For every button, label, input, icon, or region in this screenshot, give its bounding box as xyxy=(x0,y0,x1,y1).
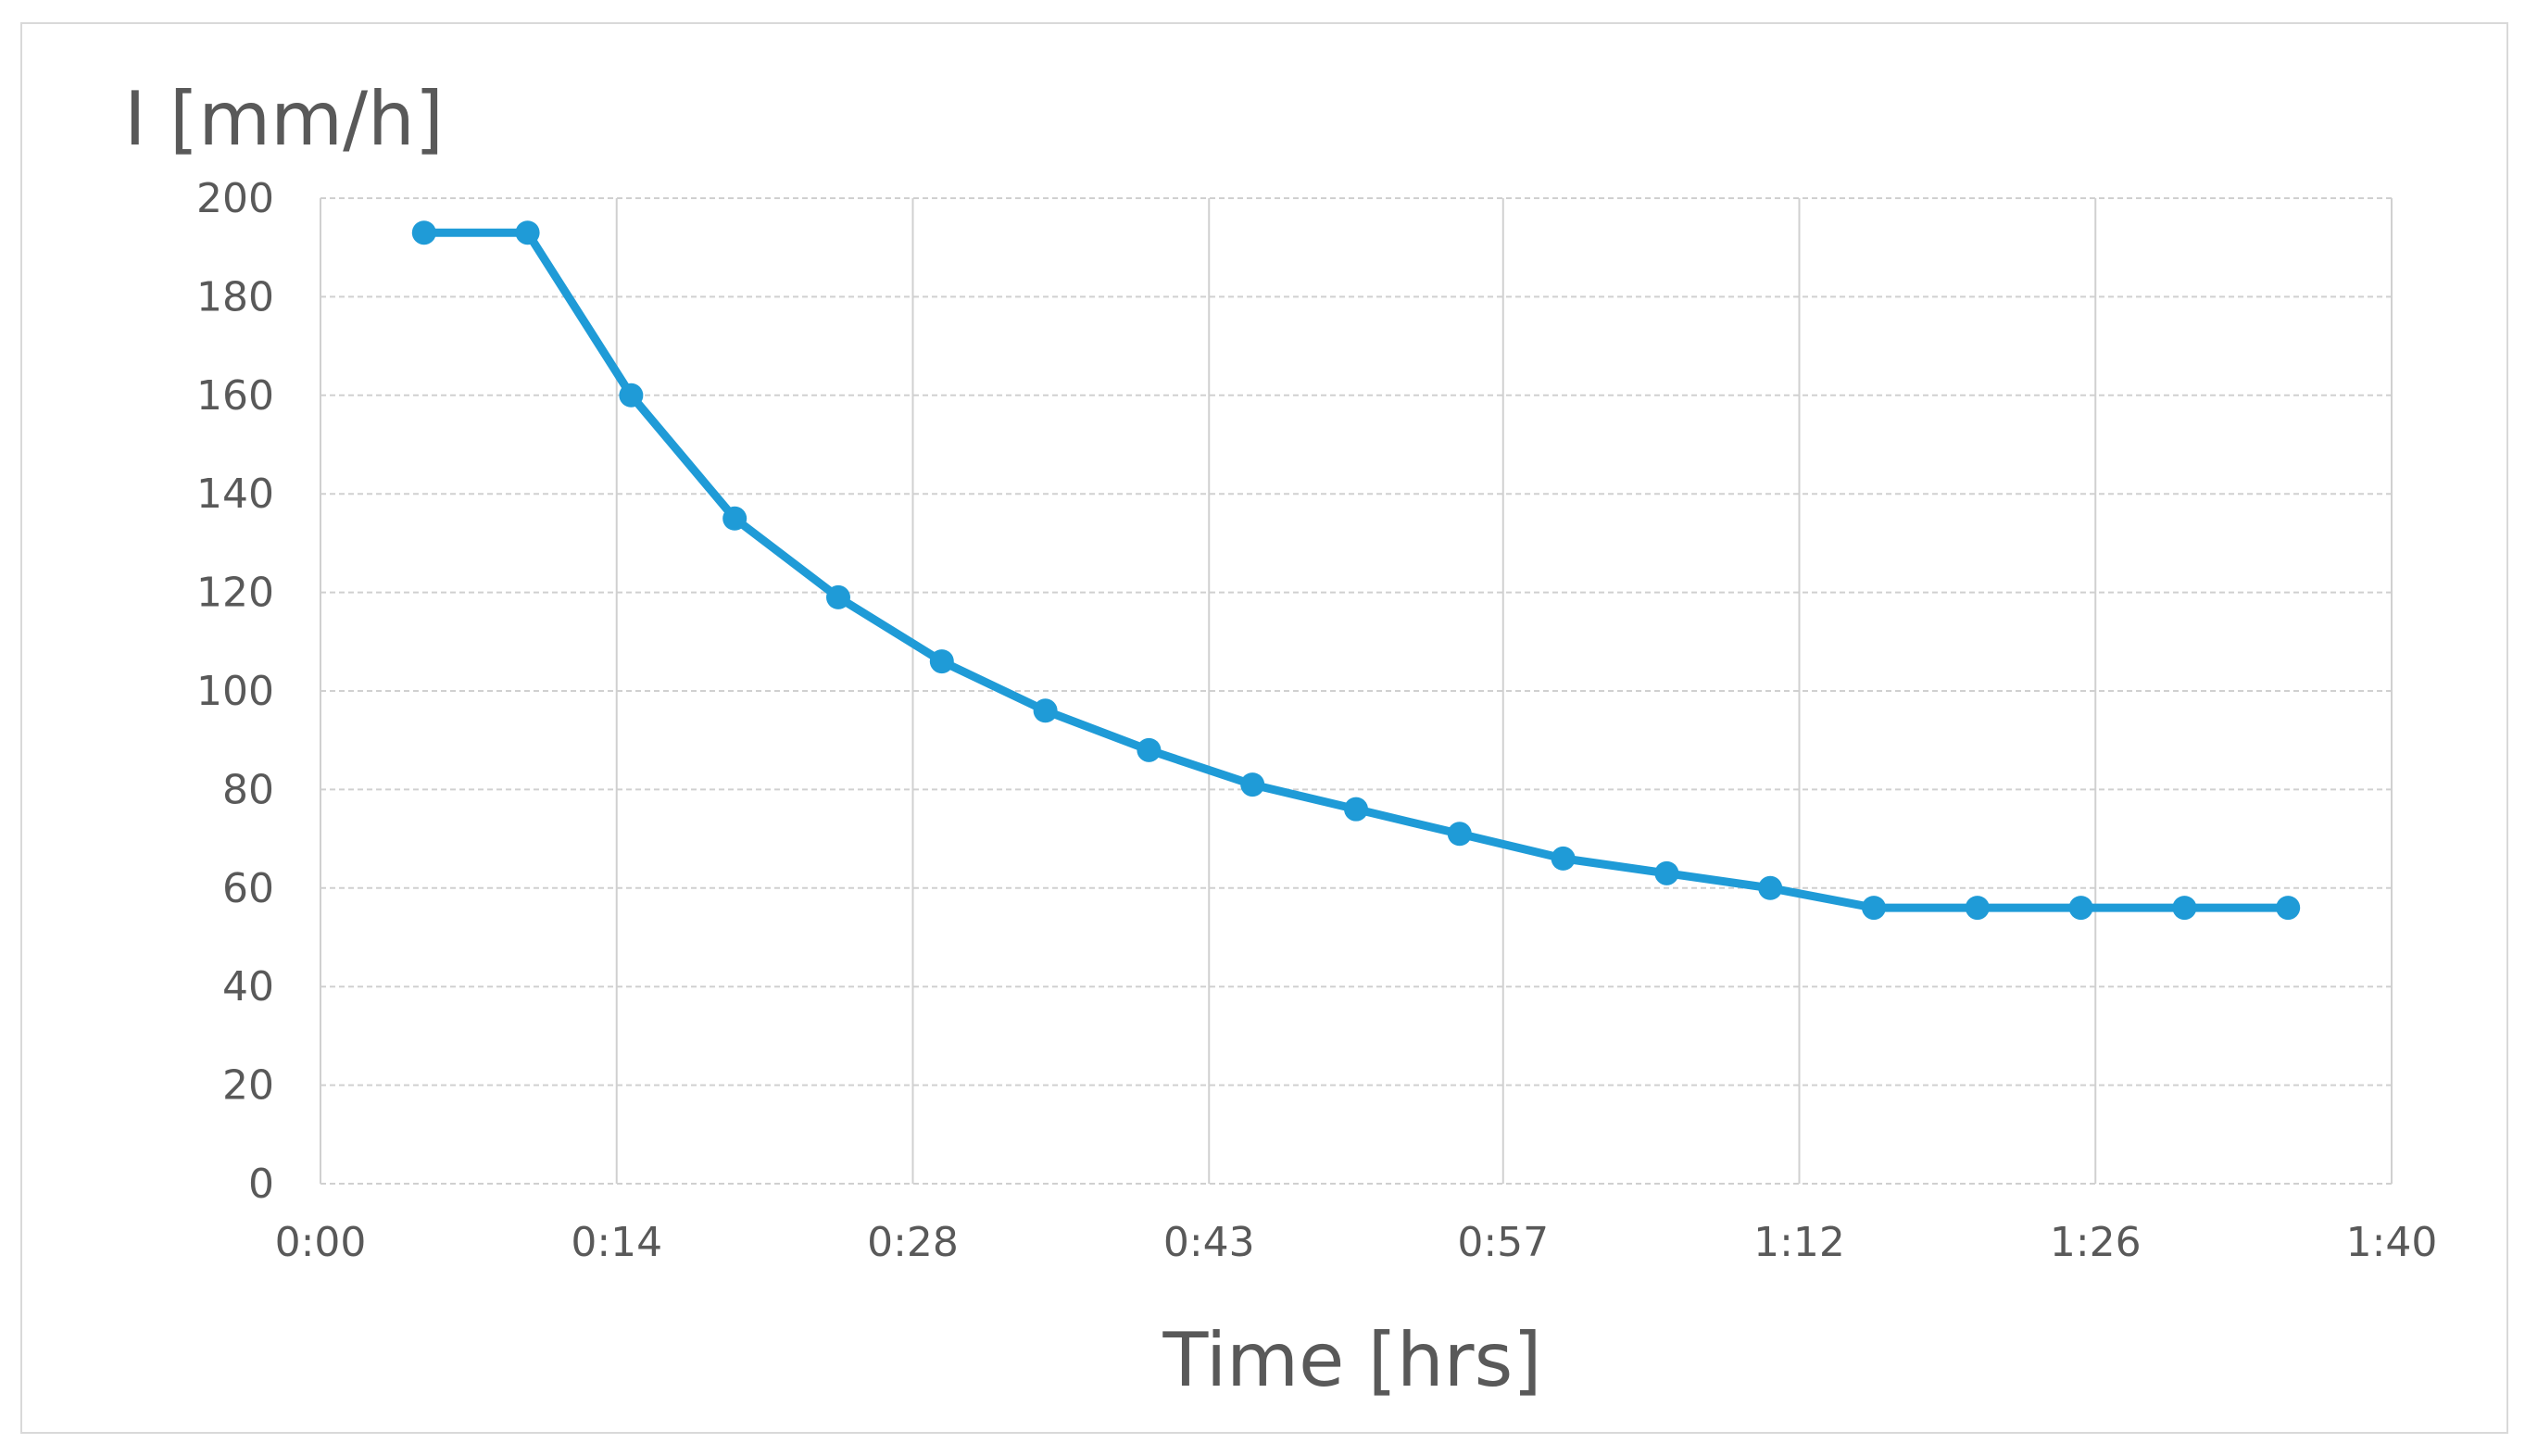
x-tick-label: 1:26 xyxy=(2050,1219,2142,1266)
data-point xyxy=(826,584,850,609)
y-tick-label: 160 xyxy=(196,372,274,420)
y-tick-label: 100 xyxy=(196,668,274,715)
x-tick-label: 0:43 xyxy=(1163,1219,1255,1266)
data-point xyxy=(1240,772,1265,797)
data-point xyxy=(722,506,747,531)
x-axis-ticks: 0:00 0:14 0:28 0:43 0:57 1:12 1:26 1:40 xyxy=(275,1219,2438,1266)
data-point xyxy=(1033,698,1058,723)
data-point xyxy=(1862,896,1886,921)
x-tick-label: 1:12 xyxy=(1753,1219,1845,1266)
grid-lines xyxy=(320,197,2393,1185)
data-point xyxy=(929,649,954,674)
x-axis-title: Time [hrs] xyxy=(1162,1317,1542,1403)
x-tick-label: 0:14 xyxy=(571,1219,662,1266)
data-point xyxy=(1654,860,1679,885)
y-axis-ticks: 0 20 40 60 80 100 120 140 160 180 200 xyxy=(196,175,274,1208)
line-chart: 0 20 40 60 80 100 120 140 160 180 200 0:00 0:14 0:28… xyxy=(124,76,2438,1403)
x-tick-label: 1:40 xyxy=(2346,1219,2438,1266)
y-tick-label: 120 xyxy=(196,570,274,617)
y-tick-label: 60 xyxy=(222,865,274,912)
y-axis-title: I [mm/h] xyxy=(124,76,444,162)
data-point xyxy=(2172,896,2197,921)
data-point xyxy=(1447,822,1472,847)
series-layer xyxy=(411,220,2301,921)
chart-frame: 0 20 40 60 80 100 120 140 160 180 200 0:00 0:14 0:28… xyxy=(20,22,2508,1434)
y-tick-label: 140 xyxy=(196,471,274,518)
y-tick-label: 40 xyxy=(222,963,274,1010)
data-point xyxy=(2068,896,2093,921)
y-tick-label: 20 xyxy=(222,1062,274,1110)
data-point xyxy=(411,220,436,245)
data-point xyxy=(515,220,540,245)
x-tick-label: 0:57 xyxy=(1457,1219,1549,1266)
data-point xyxy=(1137,737,1162,762)
y-tick-label: 80 xyxy=(222,766,274,813)
y-tick-label: 180 xyxy=(196,273,274,320)
data-point xyxy=(1551,846,1576,871)
data-point xyxy=(1344,797,1368,822)
data-point xyxy=(2276,896,2301,921)
x-tick-label: 0:28 xyxy=(867,1219,959,1266)
x-tick-label: 0:00 xyxy=(275,1219,367,1266)
y-tick-label: 200 xyxy=(196,175,274,222)
y-tick-label: 0 xyxy=(248,1161,274,1208)
data-point xyxy=(619,383,644,408)
data-point xyxy=(1758,875,1783,900)
data-point xyxy=(1965,896,1990,921)
